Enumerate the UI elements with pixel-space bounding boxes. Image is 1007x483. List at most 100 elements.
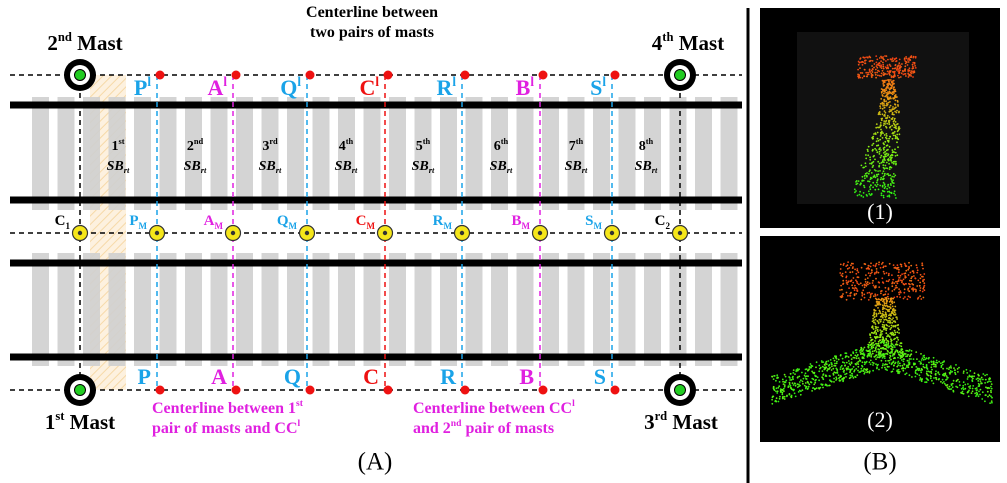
point: [862, 72, 864, 74]
point: [978, 385, 980, 387]
point: [794, 382, 796, 384]
point: [910, 265, 912, 267]
point: [972, 378, 974, 380]
mast-label-part: Mast: [72, 31, 123, 55]
point: [871, 193, 873, 195]
point: [886, 162, 888, 164]
point: [884, 184, 886, 186]
segment-symbol-part: rt: [124, 166, 130, 175]
point: [974, 372, 976, 374]
point: [891, 362, 893, 364]
point: [933, 377, 935, 379]
point: [773, 378, 775, 380]
point: [826, 370, 828, 372]
point: [901, 280, 903, 282]
point: [900, 352, 902, 354]
point: [881, 94, 883, 96]
segment-ordinal-part: 2: [187, 139, 194, 154]
point: [791, 395, 793, 397]
point: [916, 358, 918, 360]
point: [885, 112, 887, 114]
point: [950, 365, 952, 367]
point: [966, 369, 968, 371]
point: [876, 366, 878, 368]
point: [891, 325, 893, 327]
point: [862, 167, 864, 169]
point: [881, 360, 883, 362]
point: [875, 333, 877, 335]
point: [874, 273, 876, 275]
point: [949, 373, 951, 375]
point: [974, 393, 976, 395]
point: [805, 369, 807, 371]
point: [886, 123, 888, 125]
point: [890, 327, 892, 329]
mid-point-center: [155, 231, 159, 235]
mast-label-part: 3: [644, 410, 655, 434]
point: [889, 106, 891, 108]
point: [887, 185, 889, 187]
point: [946, 368, 948, 370]
point: [911, 350, 913, 352]
segment-ordinal-part: th: [346, 137, 354, 146]
point: [940, 381, 942, 383]
point: [888, 102, 890, 104]
point: [898, 64, 900, 66]
point: [845, 265, 847, 267]
top-label-part: R: [436, 75, 453, 100]
point: [912, 57, 914, 59]
point: [911, 376, 913, 378]
mid-point-center: [305, 231, 309, 235]
point: [922, 268, 924, 270]
point: [909, 363, 911, 365]
point: [878, 71, 880, 73]
point: [867, 281, 869, 283]
point: [869, 57, 871, 59]
point: [862, 285, 864, 287]
point: [884, 308, 886, 310]
point: [904, 70, 906, 72]
point: [913, 272, 915, 274]
point: [872, 75, 874, 77]
point: [888, 138, 890, 140]
point: [951, 383, 953, 385]
point: [894, 267, 896, 269]
mid-label-part: C: [356, 213, 367, 229]
point: [883, 99, 885, 101]
bottom-label: B: [519, 364, 534, 389]
point: [973, 375, 975, 377]
segment-symbol: SBrt: [259, 159, 282, 175]
point: [906, 58, 908, 60]
point: [964, 384, 966, 386]
point: [865, 166, 867, 168]
point: [882, 365, 884, 367]
point: [945, 379, 947, 381]
point: [960, 392, 962, 394]
point: [849, 377, 851, 379]
sleeper: [389, 253, 406, 366]
point: [863, 369, 865, 371]
point: [872, 342, 874, 344]
point: [855, 273, 857, 275]
point: [952, 386, 954, 388]
point: [886, 127, 888, 129]
point: [875, 127, 877, 129]
point: [903, 355, 905, 357]
point: [894, 320, 896, 322]
point: [873, 328, 875, 330]
point: [894, 194, 896, 196]
point: [878, 286, 880, 288]
sleeper: [287, 253, 304, 366]
point: [876, 185, 878, 187]
point: [872, 136, 874, 138]
point: [879, 170, 881, 172]
point: [878, 322, 880, 324]
sleeper: [440, 97, 457, 210]
point: [899, 133, 901, 135]
segment-ordinal-part: nd: [194, 137, 204, 146]
point: [851, 358, 853, 360]
point: [899, 59, 901, 61]
point: [864, 363, 866, 365]
point: [793, 384, 795, 386]
point: [820, 383, 822, 385]
